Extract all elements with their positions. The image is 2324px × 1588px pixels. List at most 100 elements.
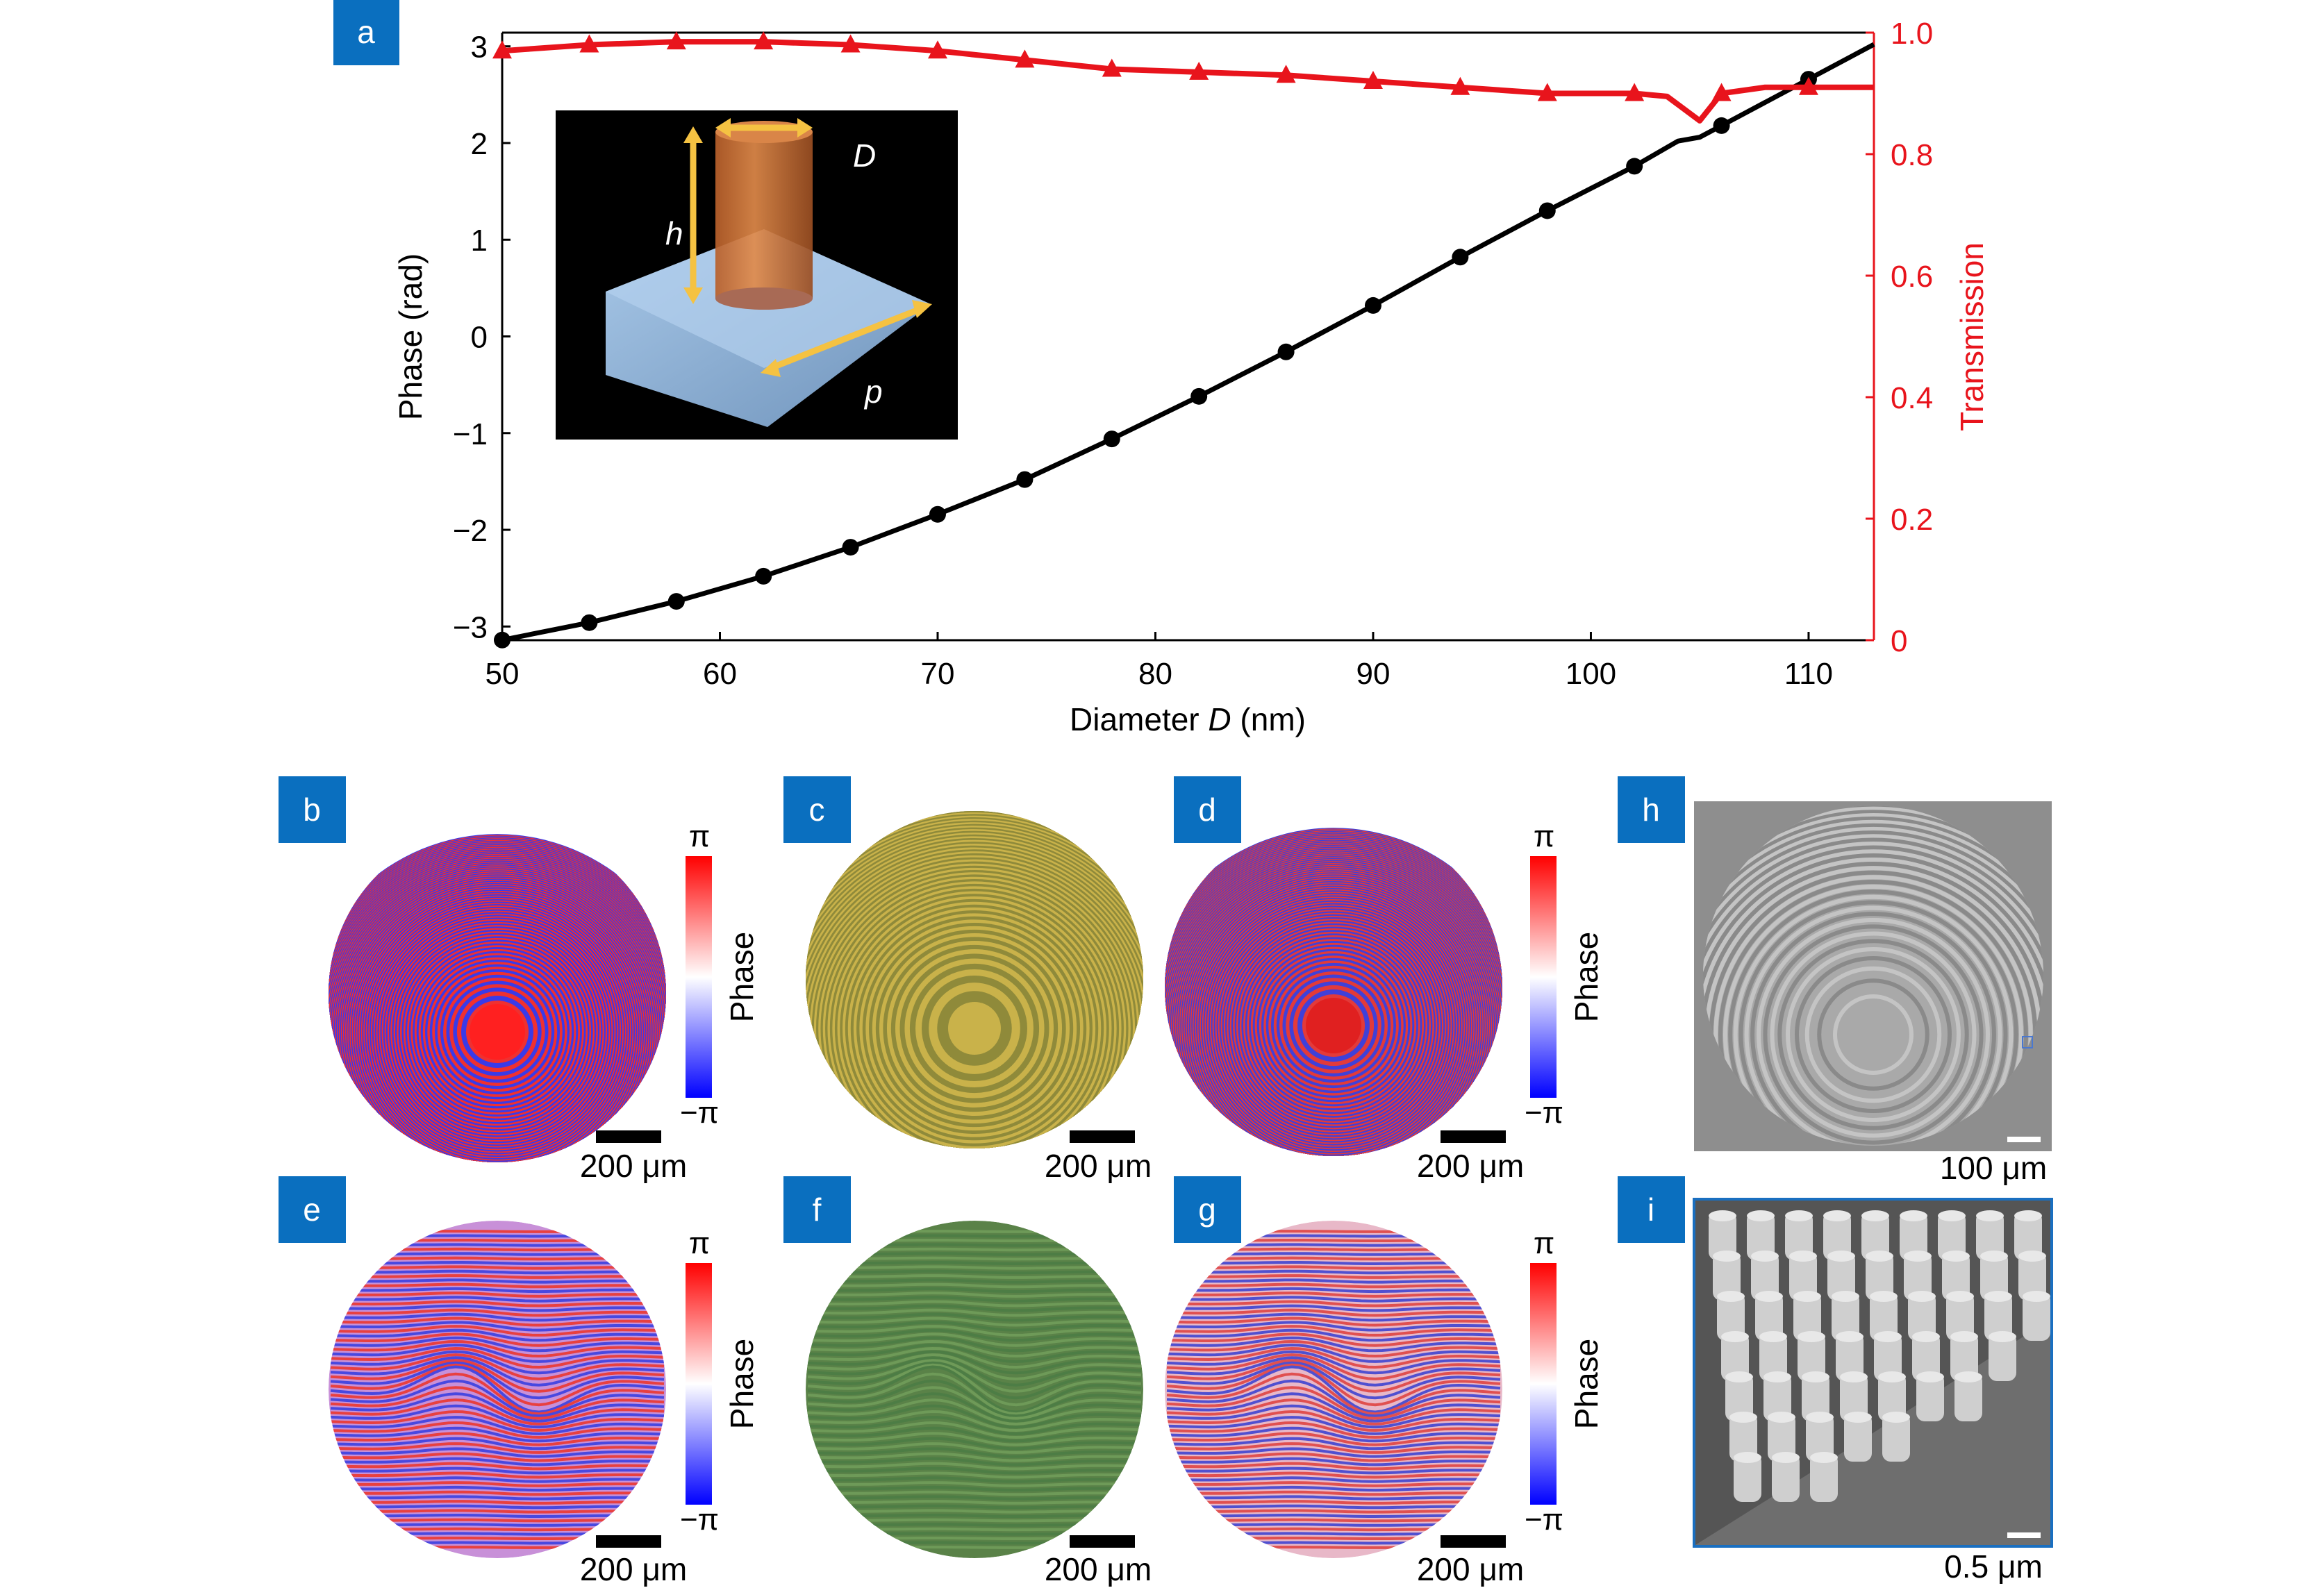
fringe [1166,1361,1501,1400]
sem-ring [1703,862,2043,1146]
fringe [1166,1466,1501,1475]
fringe [808,1239,1141,1242]
scale-bar-label: 200 μm [1417,1148,1524,1184]
nanopillar-top [1806,1412,1834,1423]
phase-point [494,631,511,649]
panel-label: a [357,14,375,50]
fringe [1166,1410,1501,1432]
panel-label-h: h [1642,792,1660,828]
fringe [330,1404,665,1429]
fringe [807,1296,1142,1303]
fringe [1167,1278,1500,1284]
fringe [807,1447,1142,1458]
fringe [1167,1509,1500,1514]
y2-tick-label: 0 [1891,624,1907,658]
sem-ring [1703,806,2043,1146]
nanopillar [1836,1332,1864,1381]
x-tick-label: 80 [1138,657,1172,691]
colorbar-min-label: −π [680,1503,719,1537]
nanopillar-top [1793,1291,1821,1302]
nanopillar-top [1768,1412,1795,1423]
nanopillar [1980,1252,2008,1301]
panel-label-box [1174,776,1241,843]
nanopillar [1912,1332,1940,1381]
nanopillar [1870,1292,1898,1341]
sem-ring [1723,884,2024,1146]
transmission-point [927,40,947,59]
phase-point [929,505,946,523]
nanopillar [1751,1252,1779,1301]
sem-ring [1757,918,1990,1146]
phase-point [755,567,772,585]
nanopillar-top [1802,1371,1829,1382]
fringe [808,1274,1141,1279]
colorbar-label: Phase [724,932,760,1022]
fringe [807,1379,1142,1418]
fringe [1166,1426,1501,1443]
nanopillar [1954,1373,1982,1421]
nanopillar [1785,1212,1813,1260]
colorbar-min-label: −π [1525,1503,1563,1537]
fringe [1166,1462,1501,1471]
nanopillar-top [1946,1291,1974,1302]
fringe [330,1287,665,1294]
fringe [807,1325,1142,1337]
fringe [1167,1532,1500,1536]
colorbar-max-label: π [689,819,710,853]
fringe [331,1239,664,1242]
fringe [1166,1344,1501,1363]
colorbar-max-label: π [1534,819,1554,853]
sem-ring [1804,966,1942,1103]
fringe [1166,1350,1501,1375]
fringe [331,1282,664,1289]
fringe [807,1353,1142,1380]
pillars [1709,1210,2050,1502]
fringe [330,1437,665,1451]
ring [948,1002,1001,1055]
nanopillar-top [1866,1251,1893,1262]
fringe [807,1392,1142,1423]
fringe [1166,1392,1501,1423]
sem-ring [1703,857,2043,1146]
panel-a: a 50 60 70 80 90 100 110 3 2 1 0 −1 −2 −3 1.0 0.8 0.6 0.4… [333,0,1990,737]
fringe [807,1527,1142,1532]
phase-point [1016,471,1034,488]
nanopillar-top [1798,1331,1825,1342]
nanopillar-top [1882,1412,1910,1423]
fringe [1166,1527,1501,1532]
phase-point [581,614,598,631]
fringe [808,1230,1141,1233]
transmission-point [1537,83,1557,101]
fringe [807,1287,1142,1294]
measured-phase-freeform [1165,1221,1502,1558]
fringe [331,1514,664,1518]
nanopillar [1810,1453,1838,1502]
panel-label-e: e [303,1192,321,1228]
nanopillar-top [1980,1251,2008,1262]
simulated-phase-lens [329,825,666,1162]
fringe [807,1476,1142,1483]
fringe [808,1504,1141,1510]
x-tick-label: 100 [1566,657,1616,691]
nanopillar-top [1976,1210,2004,1221]
nanopillar-top [1810,1452,1838,1463]
scale-bar [1441,1535,1506,1548]
fringe [807,1350,1142,1375]
label-h: h [665,215,683,251]
sem-ring [1703,842,2043,1146]
fringe [1166,1447,1501,1458]
fringe [330,1350,665,1375]
nanopillar [2018,1252,2046,1301]
y2-tick-label: 0.6 [1891,260,1933,294]
nanopillar [1823,1212,1851,1260]
nanopillar-top [1763,1371,1791,1382]
phase-point [1713,117,1730,134]
fringe [330,1523,665,1527]
pillar-base [715,287,813,310]
fringe [330,1361,665,1400]
y-tick-label: 0 [471,321,488,355]
simulated-phase-freeform [329,1221,666,1558]
fringe [330,1356,665,1387]
fringe [808,1269,1141,1275]
fringe [1166,1379,1501,1418]
